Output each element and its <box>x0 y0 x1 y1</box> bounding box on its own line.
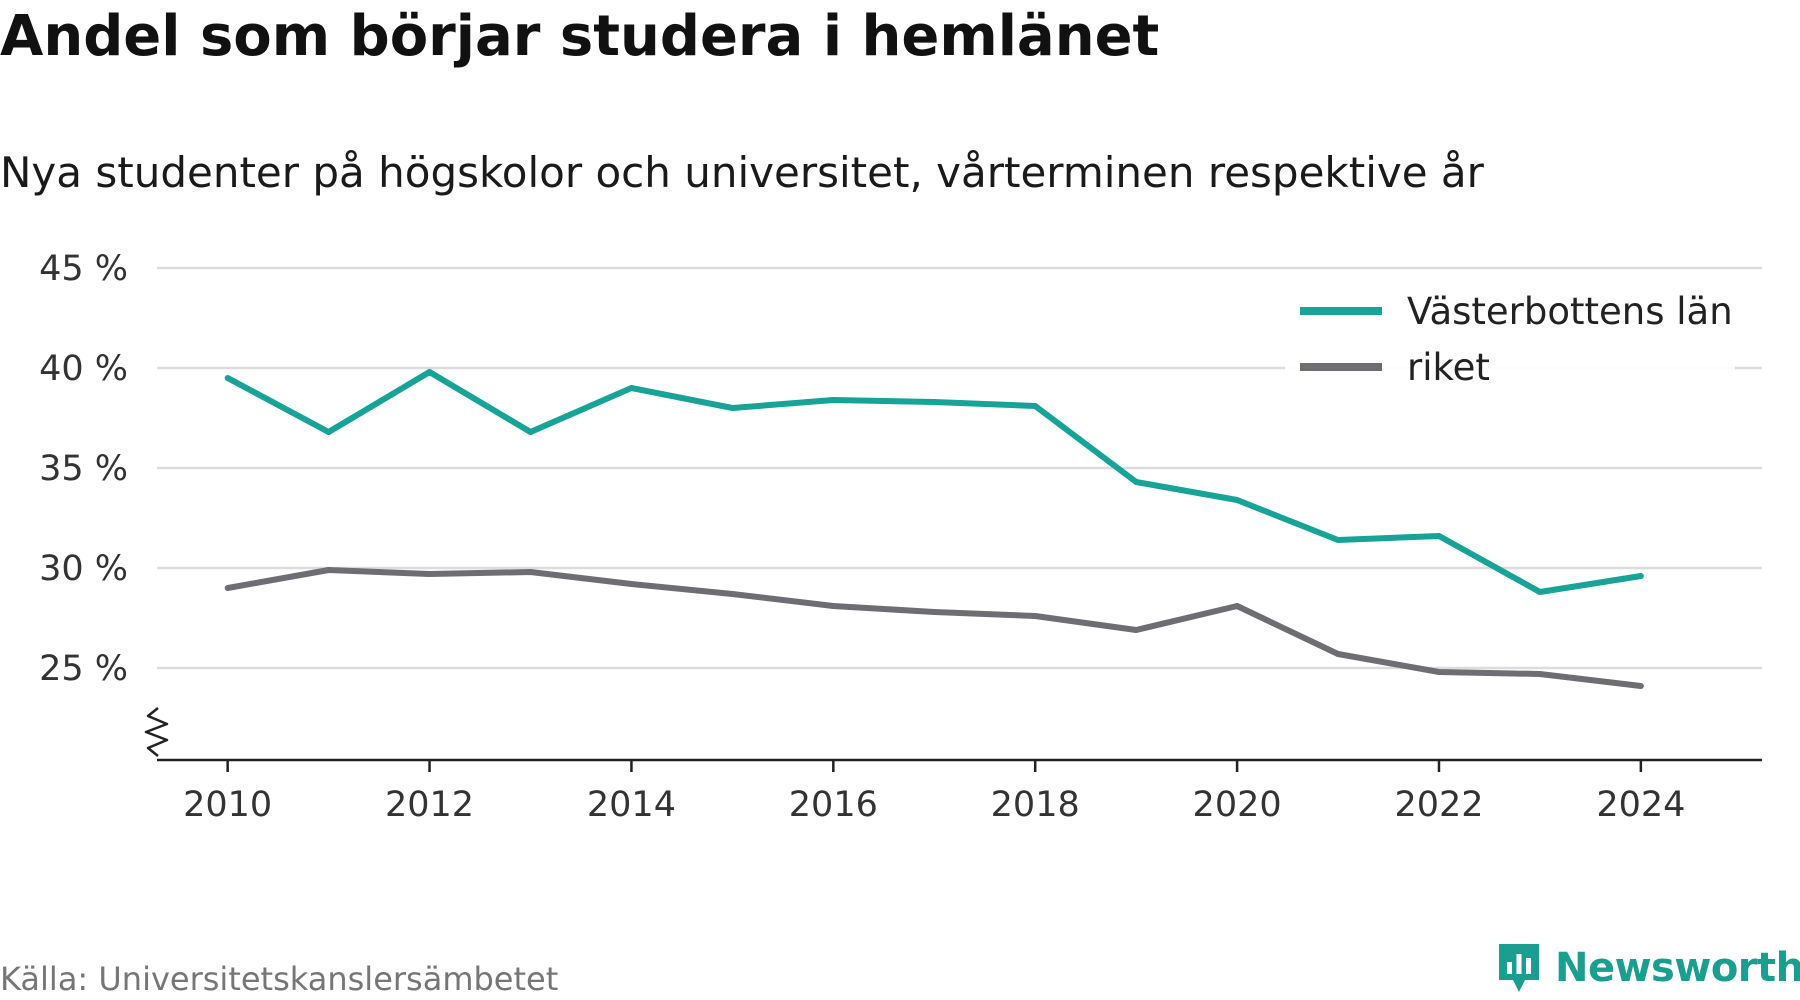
data-point <box>527 429 534 435</box>
data-point <box>830 603 837 609</box>
data-point <box>426 369 433 375</box>
y-tick-label: 25 % <box>39 649 128 689</box>
data-point <box>1032 403 1039 409</box>
x-tick-label: 2022 <box>1394 785 1483 825</box>
legend: Västerbottens län riket <box>1285 280 1735 392</box>
x-tick-label: 2016 <box>789 785 878 825</box>
legend-label: Västerbottens län <box>1407 290 1733 333</box>
data-point <box>729 591 736 597</box>
x-tick-label: 2012 <box>385 785 474 825</box>
data-point <box>1032 613 1039 619</box>
legend-background <box>1285 280 1735 392</box>
data-point <box>527 569 534 575</box>
data-point <box>830 397 837 403</box>
newsworthy-logo-icon <box>1499 944 1539 992</box>
data-point <box>1435 533 1442 539</box>
data-point <box>729 405 736 411</box>
brand-logo: Newsworthy <box>1495 940 1800 996</box>
data-point <box>628 581 635 587</box>
legend-label: riket <box>1407 346 1490 389</box>
chart-title: Andel som börjar studera i hemlänet <box>0 4 1160 69</box>
data-point <box>426 571 433 577</box>
chart-subtitle: Nya studenter på högskolor och universit… <box>0 148 1484 197</box>
data-point <box>325 429 332 435</box>
data-point <box>1133 627 1140 633</box>
data-point <box>1637 683 1644 689</box>
data-point <box>1637 573 1644 579</box>
data-point <box>1536 671 1543 677</box>
brand-name: Newsworthy <box>1555 945 1800 991</box>
y-tick-label: 30 % <box>39 549 128 589</box>
y-tick-label: 35 % <box>39 449 128 489</box>
data-point <box>931 609 938 615</box>
data-point <box>1133 479 1140 485</box>
x-tick-label: 2014 <box>587 785 676 825</box>
data-point <box>1435 669 1442 675</box>
x-tick-label: 2010 <box>183 785 272 825</box>
series-line-vasterbotten <box>226 369 1642 595</box>
data-point <box>325 567 332 573</box>
series-lines <box>224 369 1644 689</box>
x-tick-label: 2020 <box>1193 785 1282 825</box>
data-point <box>1234 603 1241 609</box>
data-point <box>1234 497 1241 503</box>
data-point <box>1335 651 1342 657</box>
y-axis-tick-labels: 25 % 30 % 35 % 40 % 45 % <box>39 249 128 689</box>
axis-break-icon <box>144 707 169 757</box>
x-tick-label: 2024 <box>1596 785 1685 825</box>
data-point <box>931 399 938 405</box>
data-point <box>224 585 231 591</box>
y-tick-label: 40 % <box>39 349 128 389</box>
x-axis: 2010 2012 2014 2016 2018 2020 2022 2024 <box>144 707 1762 825</box>
data-point <box>1536 589 1543 595</box>
y-tick-label: 45 % <box>39 249 128 289</box>
data-point <box>628 385 635 391</box>
x-tick-label: 2018 <box>991 785 1080 825</box>
data-point <box>1335 537 1342 543</box>
source-note: Källa: Universitetskanslersämbetet <box>0 960 559 998</box>
data-point <box>224 375 231 381</box>
